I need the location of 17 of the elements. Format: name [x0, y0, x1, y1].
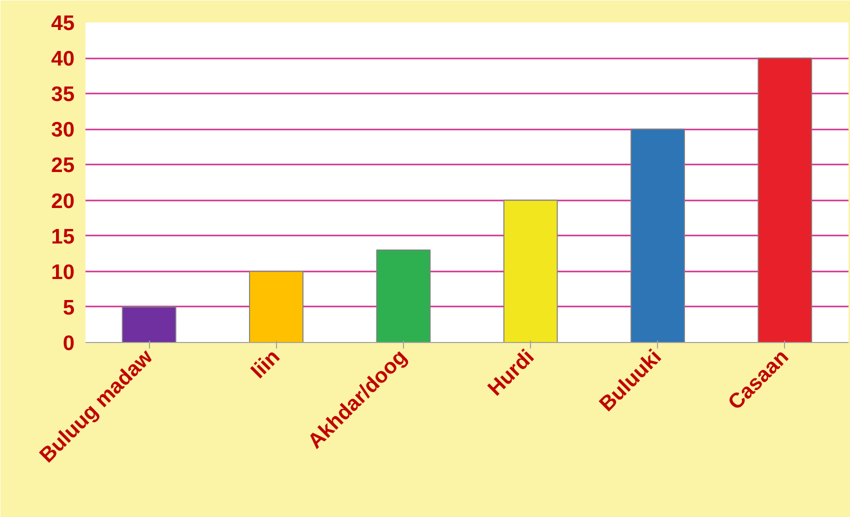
y-tick-label: 15: [51, 225, 75, 248]
y-tick-label: 10: [51, 260, 74, 284]
y-tick-label: 0: [62, 332, 75, 355]
bar: [630, 128, 685, 342]
y-tick-label: 40: [51, 48, 74, 71]
y-tick-label: 30: [51, 118, 74, 142]
bar: [376, 250, 431, 342]
bar: [503, 200, 558, 342]
bar: [758, 58, 812, 342]
y-tick-label: 25: [51, 154, 75, 178]
x-tick-label: Iiin: [246, 345, 284, 384]
y-tick-label: 45: [51, 12, 75, 35]
bar: [249, 270, 304, 342]
y-tick-label: 5: [62, 296, 75, 320]
bar: [122, 306, 176, 342]
y-tick-label: 35: [51, 83, 75, 106]
y-tick-label: 20: [51, 190, 74, 213]
